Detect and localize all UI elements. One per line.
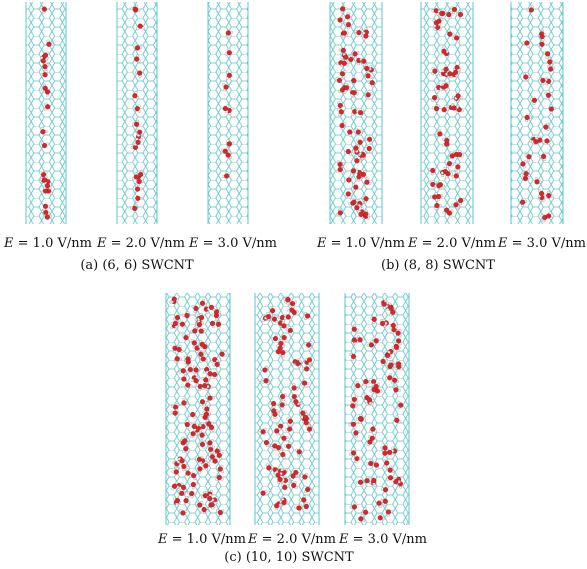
caption-c: (c) (10, 10) SWCNT (224, 550, 354, 565)
water-molecules-c1 (169, 296, 227, 516)
water-molecules-a2 (129, 4, 145, 211)
nanotube-a3 (207, 2, 249, 224)
label-b-e3: E = 3.0 V/nm (498, 236, 586, 251)
water-molecules-a1 (38, 6, 54, 220)
water-molecules-b3 (520, 5, 557, 223)
label-c-e2: E = 2.0 V/nm (248, 532, 336, 547)
water-molecules-b1 (335, 6, 377, 220)
label-b-e2: E = 2.0 V/nm (408, 236, 496, 251)
water-molecules-c3 (348, 299, 404, 523)
label-a-e1: E = 1.0 V/nm (4, 236, 92, 251)
label-a-e3: E = 3.0 V/nm (189, 236, 277, 251)
label-c-e1: E = 1.0 V/nm (158, 532, 246, 547)
water-molecules-a3 (220, 30, 235, 179)
label-c-e3: E = 3.0 V/nm (339, 532, 427, 547)
label-a-e2: E = 2.0 V/nm (97, 236, 185, 251)
water-molecules-b2 (428, 6, 466, 218)
label-b-e1: E = 1.0 V/nm (317, 236, 405, 251)
water-molecules-c2 (258, 297, 315, 511)
caption-a: (a) (6, 6) SWCNT (80, 258, 194, 273)
nanotube-b3 (510, 2, 564, 224)
caption-b: (b) (8, 8) SWCNT (381, 258, 495, 273)
